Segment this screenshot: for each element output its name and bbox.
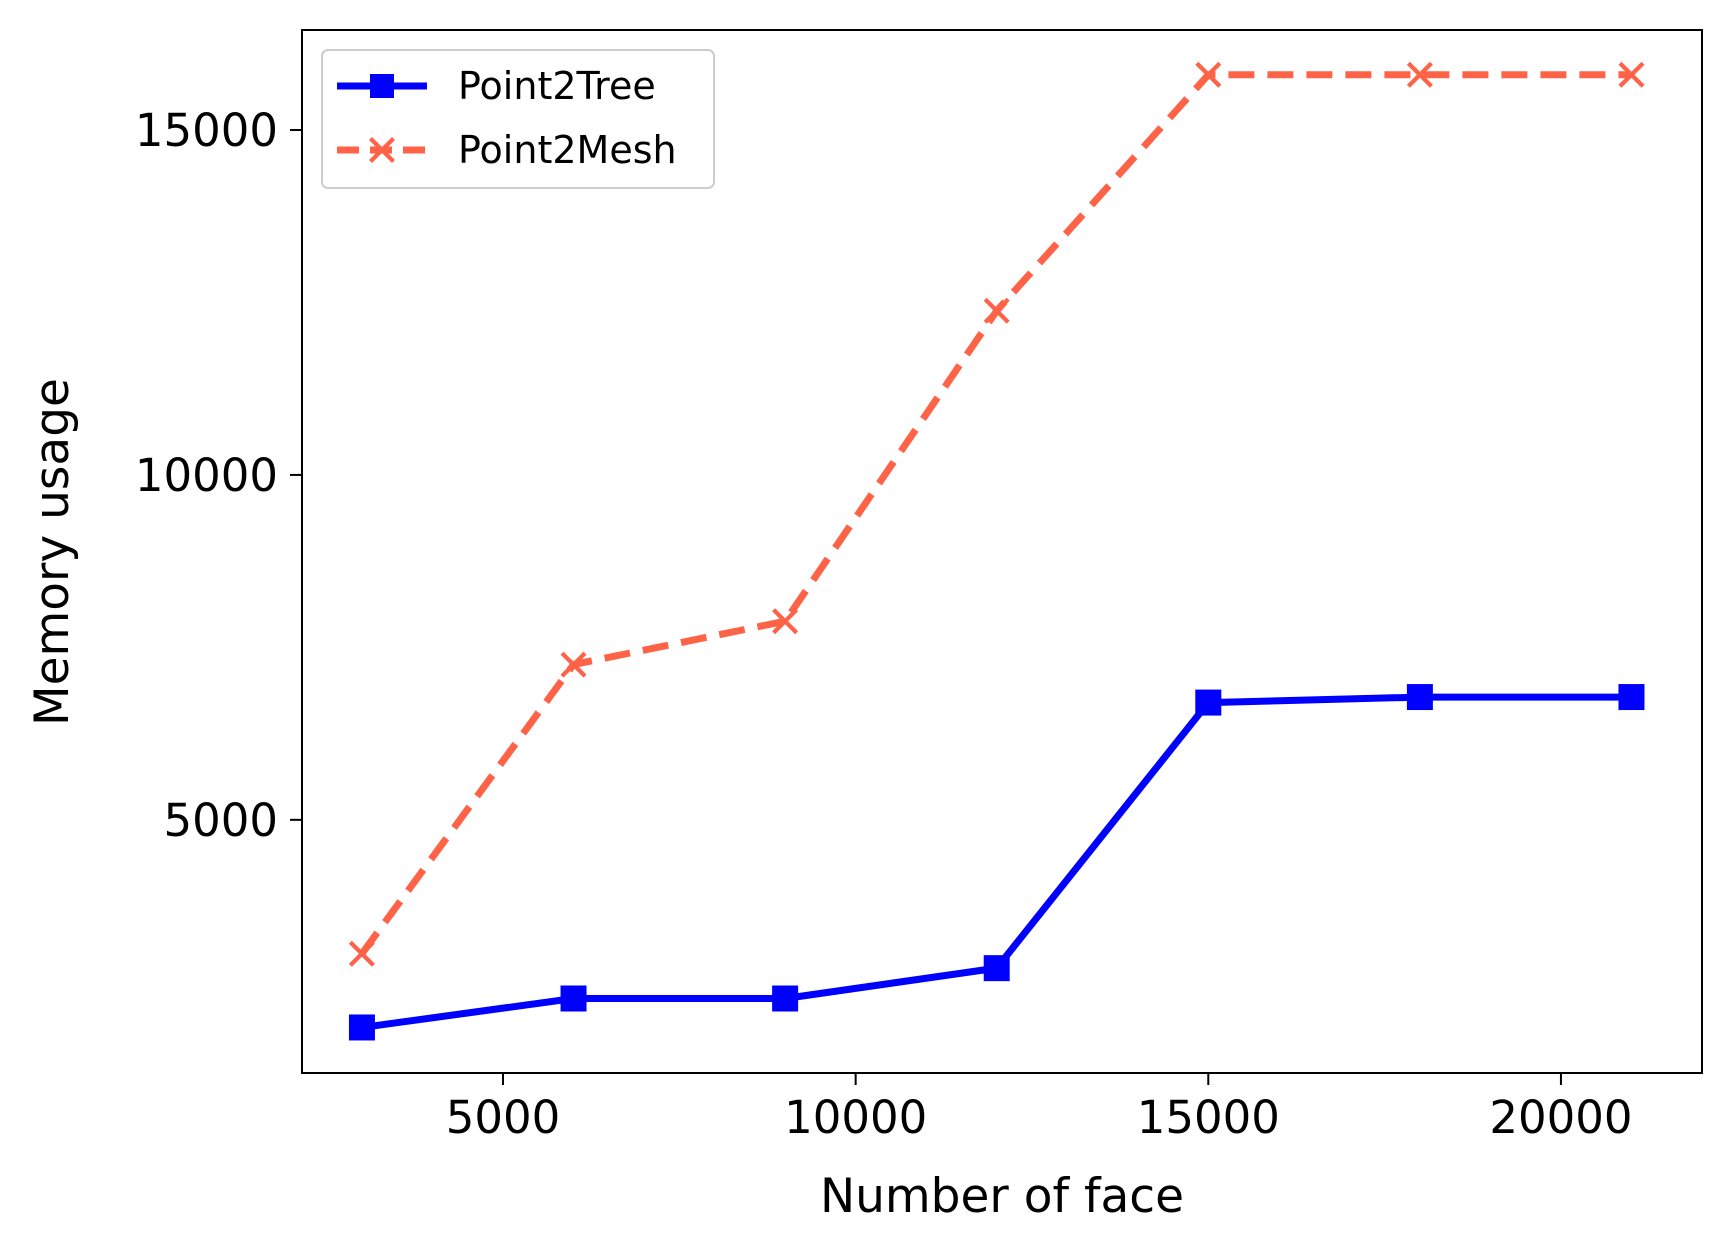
x-tick-label: 10000 <box>784 1091 927 1144</box>
legend-label-point2mesh: Point2Mesh <box>458 128 677 172</box>
legend: Point2Tree Point2Mesh <box>322 50 714 188</box>
legend-label-point2tree: Point2Tree <box>458 64 656 108</box>
data-point-point2tree <box>1618 684 1644 710</box>
x-axis-title: Number of face <box>820 1169 1184 1224</box>
x-tick-label: 20000 <box>1489 1091 1632 1144</box>
y-tick-label: 5000 <box>163 794 278 847</box>
y-tick-label: 10000 <box>135 449 278 502</box>
x-tick-label: 15000 <box>1137 1091 1280 1144</box>
y-axis-title: Memory usage <box>25 378 80 726</box>
data-point-point2tree <box>349 1014 375 1040</box>
data-point-point2tree <box>772 986 798 1012</box>
x-tick-label: 5000 <box>446 1091 561 1144</box>
data-point-point2tree <box>1407 684 1433 710</box>
data-point-point2tree <box>984 955 1010 981</box>
data-point-point2tree <box>561 986 587 1012</box>
y-tick-label: 15000 <box>135 104 278 157</box>
data-point-point2tree <box>1195 690 1221 716</box>
legend-marker-point2tree <box>370 74 394 98</box>
